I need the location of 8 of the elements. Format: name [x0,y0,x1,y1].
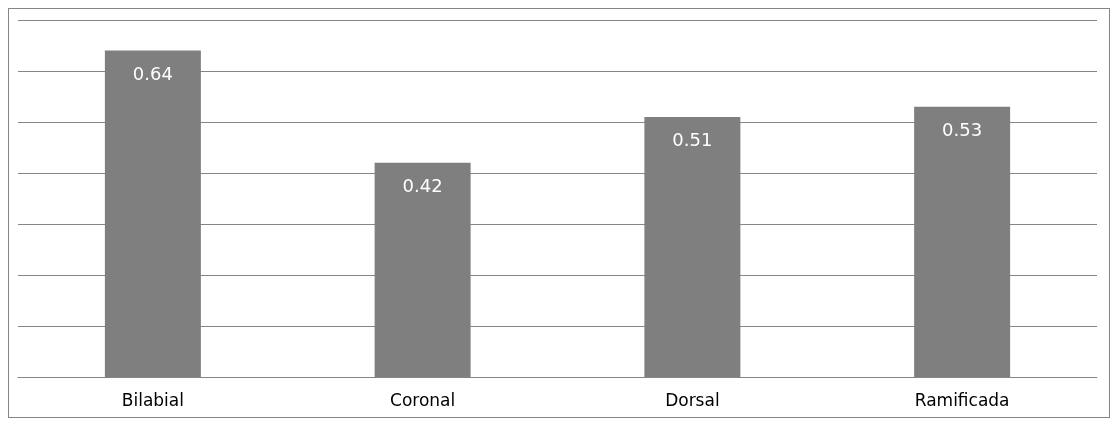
data-label: 0.51 [672,129,713,151]
x-tick-label: Bilabial [121,389,184,410]
x-tick-label: Dorsal [665,389,720,410]
data-label: 0.42 [402,175,443,197]
data-label: 0.64 [132,63,173,85]
x-tick-label: Ramificada [914,389,1010,410]
data-label: 0.53 [942,119,983,141]
x-tick-label: Coronal [390,389,456,410]
